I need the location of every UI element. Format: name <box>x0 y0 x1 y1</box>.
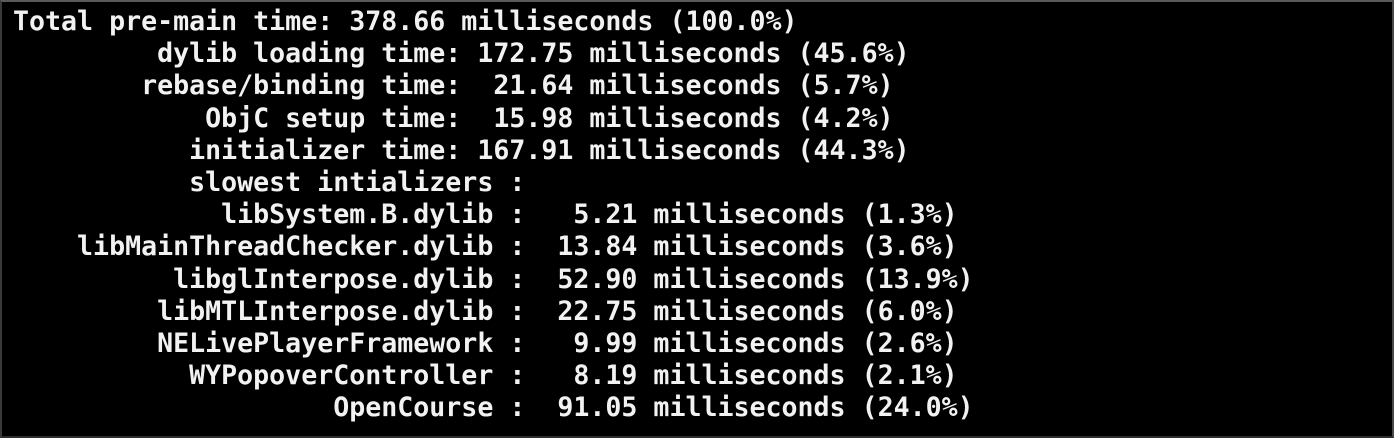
initializer-row-neliveplayerframework: NELivePlayerFramework : 9.99 millisecond… <box>13 327 958 359</box>
initializer-row-libsystem: libSystem.B.dylib : 5.21 milliseconds (1… <box>13 199 958 231</box>
initializer-row-wypopovercontroller: WYPopoverController : 8.19 milliseconds … <box>13 360 958 392</box>
initializer-row-libmainthreadchecker: libMainThreadChecker.dylib : 13.84 milli… <box>13 231 958 263</box>
total-pre-main-line: Total pre-main time: 378.66 milliseconds… <box>13 6 798 37</box>
initializer-row-opencourse: OpenCourse : 91.05 milliseconds (24.0%) <box>13 392 974 424</box>
initializer-time-line: initializer time: 167.91 milliseconds (4… <box>13 134 910 166</box>
initializer-row-libmtlinterpose: libMTLInterpose.dylib : 22.75 millisecon… <box>13 295 958 327</box>
objc-setup-line: ObjC setup time: 15.98 milliseconds (4.2… <box>13 102 894 134</box>
rebase-binding-line: rebase/binding time: 21.64 milliseconds … <box>13 70 894 102</box>
slowest-initializers-header: slowest intializers : <box>13 166 526 198</box>
terminal-output: Total pre-main time: 378.66 milliseconds… <box>13 6 974 424</box>
dylib-loading-line: dylib loading time: 172.75 milliseconds … <box>13 38 910 70</box>
initializer-row-libglinterpose: libglInterpose.dylib : 52.90 millisecond… <box>13 263 974 295</box>
